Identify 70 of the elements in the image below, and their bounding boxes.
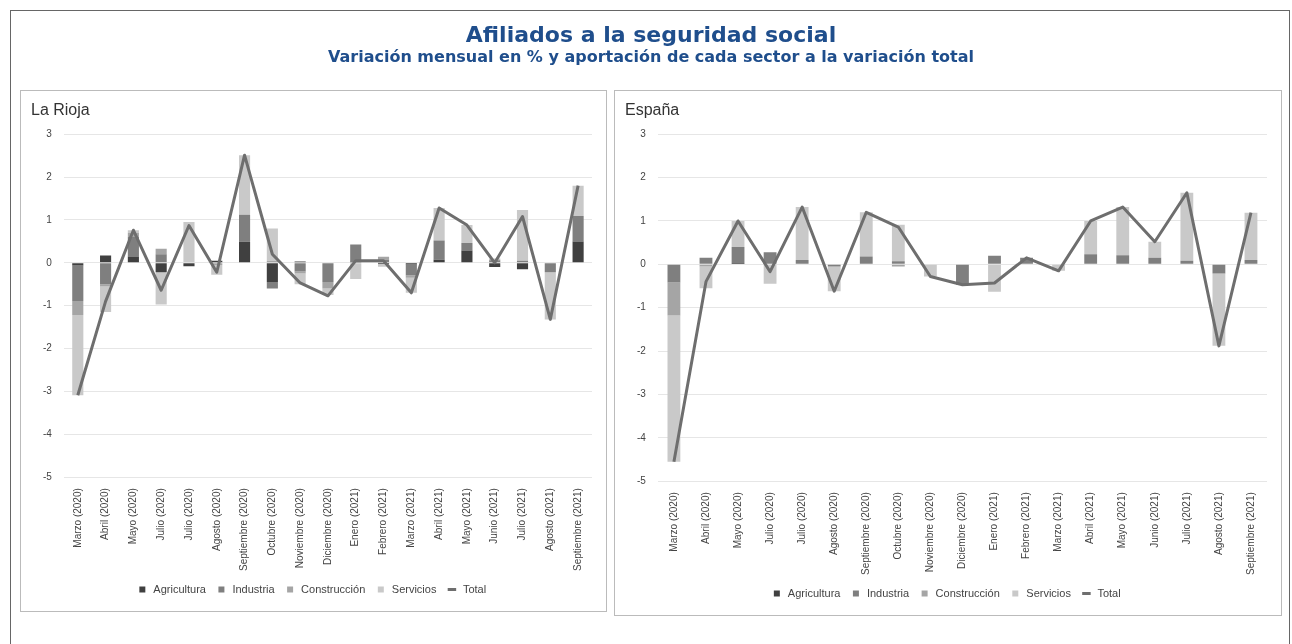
y-tick-label: 3 [46, 127, 53, 139]
x-tick-label: Agosto (2020) [827, 492, 839, 556]
y-tick-label: -4 [42, 428, 53, 440]
x-tick-label: Junio (2021) [1148, 492, 1160, 548]
x-tick-label: Abril (2020) [699, 492, 711, 544]
x-tick-label: Noviembre (2020) [924, 492, 936, 573]
y-tick-label: 1 [46, 213, 53, 225]
x-tick-label: Diciembre (2020) [321, 488, 333, 565]
y-tick-label: 0 [640, 258, 647, 270]
x-tick-label: Julio (2020) [795, 492, 807, 545]
x-tick-label: Agosto (2021) [544, 488, 556, 552]
chart-title: España [625, 101, 680, 119]
legend-label: Agricultura [153, 582, 207, 595]
x-tick-label: Abril (2020) [99, 488, 111, 540]
legend-label: Agricultura [787, 586, 842, 599]
x-tick-label: Mayo (2020) [731, 492, 743, 549]
text: Afiliados a la seguridad social [464, 22, 838, 47]
x-tick-label: Junio (2021) [488, 488, 500, 544]
legend-label: Total [462, 582, 487, 595]
legend-label: Industria [232, 582, 276, 595]
y-tick-label: -1 [636, 301, 647, 313]
y-tick-label: -4 [636, 431, 647, 443]
x-tick-label: Septiembre (2020) [860, 492, 872, 576]
chart-title: La Rioja [31, 101, 90, 119]
legend-label: Servicios [391, 582, 437, 595]
y-tick-label: -3 [42, 385, 53, 397]
x-tick-label: Agosto (2020) [210, 488, 222, 552]
x-tick-label: Marzo (2020) [71, 488, 83, 548]
y-tick-label: 2 [46, 170, 53, 182]
text: Variación mensual en % y aportación de cada sector a la variación total [326, 47, 975, 67]
x-tick-label: Marzo (2020) [667, 492, 679, 552]
x-tick-label: Febrero (2021) [1020, 492, 1032, 559]
x-tick-label: Abril (2021) [432, 488, 444, 540]
legend-label: Servicios [1026, 586, 1072, 599]
legend-label: Construcción [935, 586, 1000, 599]
x-tick-label: Enero (2021) [349, 488, 361, 547]
y-tick-label: 3 [640, 127, 647, 139]
x-tick-label: Julio (2020) [763, 492, 775, 545]
y-tick-label: 1 [640, 214, 647, 226]
x-tick-label: Octubre (2020) [266, 488, 278, 556]
x-tick-label: Agosto (2021) [1212, 492, 1224, 556]
y-tick-label: 0 [46, 256, 53, 268]
x-tick-label: Noviembre (2020) [293, 488, 305, 569]
x-tick-label: Marzo (2021) [1052, 492, 1064, 552]
y-tick-label: -3 [636, 388, 647, 400]
x-tick-label: Julio (2021) [516, 488, 528, 541]
x-tick-label: Marzo (2021) [405, 488, 417, 548]
x-tick-label: Octubre (2020) [892, 492, 904, 560]
x-tick-label: Febrero (2021) [377, 488, 389, 555]
x-tick-label: Septiembre (2021) [571, 488, 583, 572]
x-tick-label: Septiembre (2020) [238, 488, 250, 572]
y-tick-label: 2 [640, 171, 647, 183]
x-tick-label: Diciembre (2020) [956, 492, 968, 569]
x-tick-label: Septiembre (2021) [1244, 492, 1256, 576]
y-tick-label: -5 [636, 474, 647, 486]
x-tick-label: Julio (2020) [154, 488, 166, 541]
x-tick-label: Abril (2021) [1084, 492, 1096, 544]
y-tick-label: -2 [42, 342, 53, 354]
y-tick-label: -5 [42, 470, 53, 482]
y-tick-label: -1 [42, 299, 53, 311]
x-tick-label: Julio (2020) [182, 488, 194, 541]
x-tick-label: Mayo (2020) [127, 488, 139, 545]
x-tick-label: Julio (2021) [1180, 492, 1192, 545]
x-tick-label: Mayo (2021) [1116, 492, 1128, 549]
y-tick-label: -2 [636, 344, 647, 356]
legend-label: Construcción [301, 582, 366, 595]
x-tick-label: Enero (2021) [988, 492, 1000, 551]
legend-label: Industria [866, 586, 910, 599]
x-tick-label: Mayo (2021) [460, 488, 472, 545]
legend-label: Total [1097, 586, 1121, 599]
